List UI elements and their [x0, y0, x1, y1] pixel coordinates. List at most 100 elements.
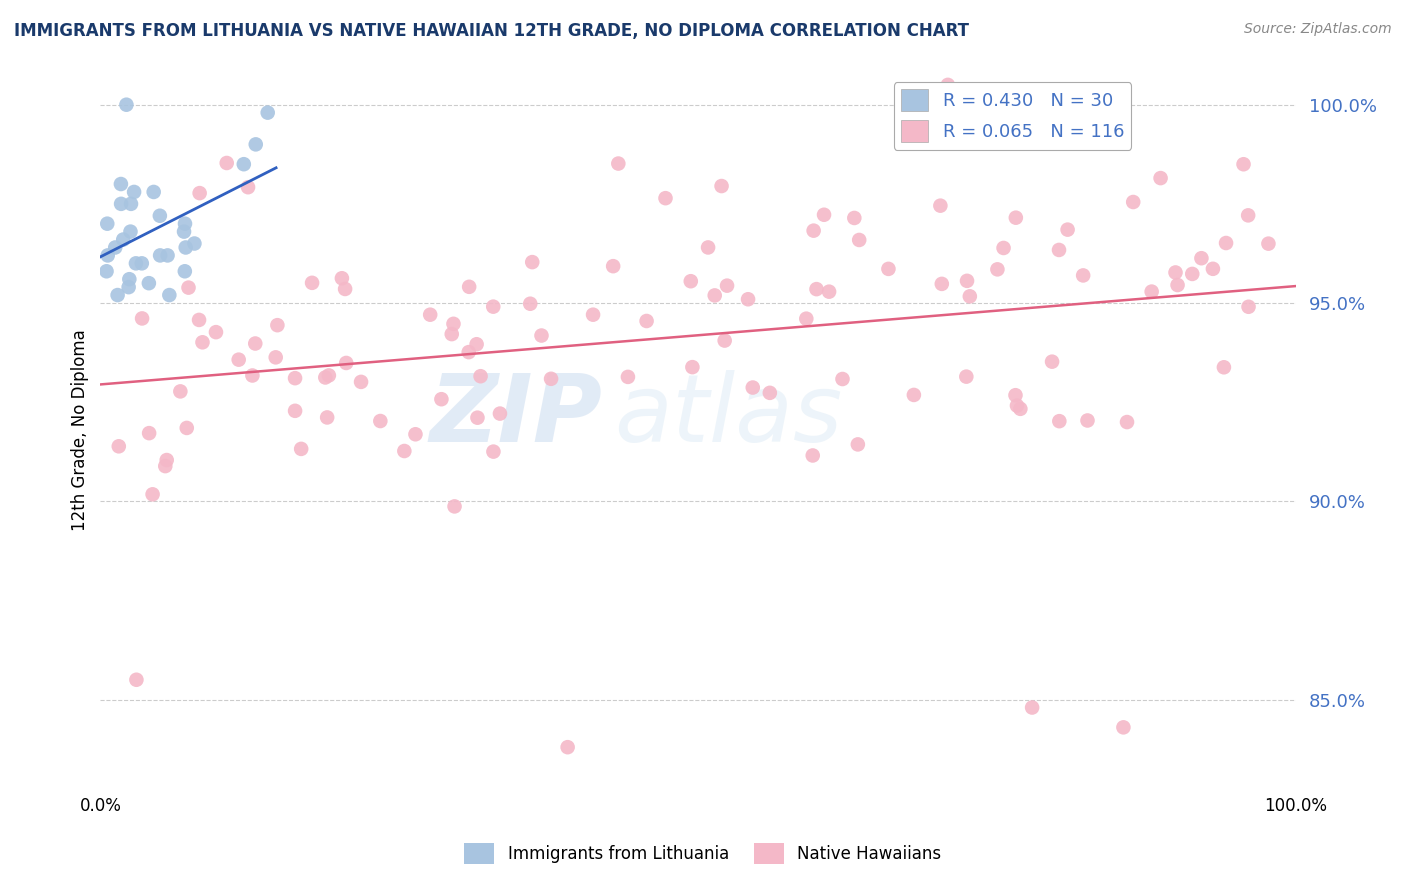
- Point: [440, 327, 463, 342]
- Point: [97, 248, 120, 262]
- Point: [1122, 194, 1144, 209]
- Point: [104, 240, 127, 254]
- Point: [157, 288, 180, 302]
- Point: [607, 156, 630, 170]
- Point: [759, 385, 782, 400]
- Point: [1202, 261, 1225, 276]
- Point: [467, 410, 489, 425]
- Point: [710, 179, 733, 194]
- Point: [1071, 268, 1094, 283]
- Point: [350, 375, 373, 389]
- Point: [242, 368, 264, 383]
- Point: [173, 225, 195, 239]
- Point: [264, 351, 287, 365]
- Point: [877, 261, 900, 276]
- Point: [1167, 278, 1189, 293]
- Point: [818, 285, 841, 299]
- Point: [394, 444, 416, 458]
- Point: [1004, 388, 1026, 402]
- Point: [120, 225, 142, 239]
- Point: [205, 325, 228, 339]
- Point: [956, 274, 979, 288]
- Point: [846, 437, 869, 451]
- Point: [404, 427, 426, 442]
- Point: [107, 288, 129, 302]
- Point: [1076, 413, 1098, 427]
- Point: [245, 137, 267, 152]
- Point: [131, 311, 153, 326]
- Point: [1257, 236, 1279, 251]
- Point: [183, 236, 205, 251]
- Point: [936, 78, 959, 92]
- Point: [530, 328, 553, 343]
- Point: [470, 369, 492, 384]
- Point: [188, 186, 211, 200]
- Point: [697, 240, 720, 254]
- Point: [1181, 267, 1204, 281]
- Point: [96, 217, 118, 231]
- Point: [540, 372, 562, 386]
- Point: [741, 380, 763, 394]
- Point: [654, 191, 676, 205]
- Point: [1005, 399, 1028, 413]
- Point: [173, 264, 195, 278]
- Point: [713, 334, 735, 348]
- Point: [443, 317, 465, 331]
- Y-axis label: 12th Grade, No Diploma: 12th Grade, No Diploma: [72, 329, 89, 531]
- Point: [156, 453, 179, 467]
- Point: [142, 185, 165, 199]
- Point: [522, 255, 544, 269]
- Point: [177, 280, 200, 294]
- Point: [1149, 171, 1171, 186]
- Point: [617, 370, 640, 384]
- Point: [1215, 235, 1237, 250]
- Point: [318, 368, 340, 383]
- Point: [993, 241, 1015, 255]
- Point: [458, 280, 481, 294]
- Point: [156, 248, 179, 262]
- Point: [1212, 360, 1234, 375]
- Point: [482, 444, 505, 458]
- Point: [290, 442, 312, 456]
- Point: [1140, 285, 1163, 299]
- Point: [419, 308, 441, 322]
- Point: [831, 372, 853, 386]
- Point: [188, 313, 211, 327]
- Point: [903, 388, 925, 402]
- Point: [636, 314, 658, 328]
- Point: [955, 369, 977, 384]
- Point: [122, 185, 145, 199]
- Point: [115, 97, 138, 112]
- Point: [519, 297, 541, 311]
- Point: [236, 180, 259, 194]
- Legend: R = 0.430   N = 30, R = 0.065   N = 116: R = 0.430 N = 30, R = 0.065 N = 116: [894, 82, 1132, 150]
- Point: [284, 404, 307, 418]
- Point: [1047, 243, 1070, 257]
- Point: [228, 352, 250, 367]
- Point: [844, 211, 866, 225]
- Point: [1040, 354, 1063, 368]
- Point: [232, 157, 254, 171]
- Point: [131, 256, 153, 270]
- Point: [120, 197, 142, 211]
- Point: [803, 224, 825, 238]
- Point: [149, 248, 172, 262]
- Point: [1056, 222, 1078, 236]
- Point: [1237, 208, 1260, 222]
- Point: [117, 280, 139, 294]
- Point: [679, 274, 702, 288]
- Point: [149, 209, 172, 223]
- Point: [457, 345, 479, 359]
- Point: [1191, 251, 1213, 265]
- Point: [314, 370, 336, 384]
- Point: [737, 292, 759, 306]
- Point: [806, 282, 828, 296]
- Point: [142, 487, 165, 501]
- Point: [1021, 700, 1043, 714]
- Legend: Immigrants from Lithuania, Native Hawaiians: Immigrants from Lithuania, Native Hawaii…: [458, 837, 948, 871]
- Point: [801, 449, 824, 463]
- Point: [110, 197, 132, 211]
- Point: [215, 156, 238, 170]
- Point: [465, 337, 488, 351]
- Point: [482, 300, 505, 314]
